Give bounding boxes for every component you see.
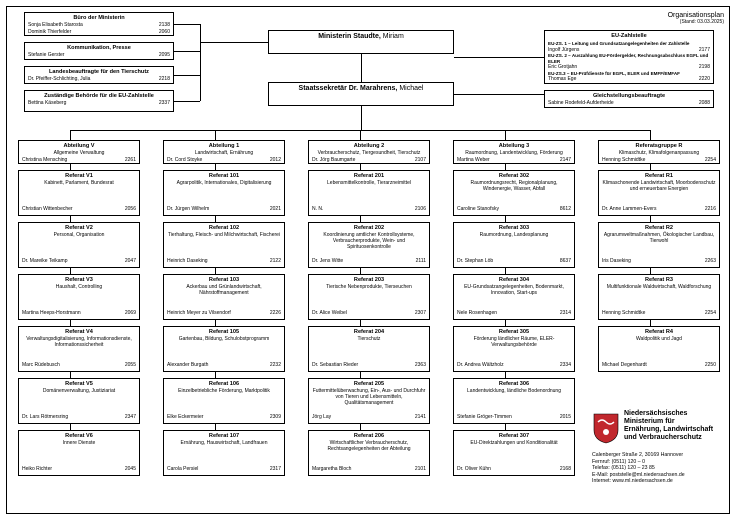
referat-box: Referat 106Einzelbetriebliche Förderung,… (163, 378, 285, 424)
referat-box: Referat 307EU-Direktzahlungen und Kondit… (453, 430, 575, 476)
referat-box: Referat R3Multifunktionale Waldwirtschaf… (598, 274, 720, 320)
staatssekretaer-box: Staatssekretär Dr. Marahrens, Michael (268, 82, 454, 106)
referat-box: Referat 103Ackerbau und Grünlandwirtscha… (163, 274, 285, 320)
minister-title: Ministerin Staudte, Miriam (272, 33, 450, 41)
referat-box: Referat 205Futtermittelüberwachung, Ein-… (308, 378, 430, 424)
ministry-name: NiedersächsischesMinisterium fürErnährun… (624, 410, 724, 442)
referat-box: Referat 303Raumordnung, LandesplanungDr.… (453, 222, 575, 268)
referat-box: Referat 302Raumordnungsrecht, Regionalpl… (453, 170, 575, 216)
dept-header-colR: Referatsgruppe RKlimaschutz, Klimafolgen… (598, 140, 720, 164)
referat-box: Referat 304EU-Grundsatzangelegenheiten, … (453, 274, 575, 320)
kommunikation-box: Kommunikation, Presse Stefanie Gerster20… (24, 42, 174, 60)
referat-box: Referat R4Waldpolitik und JagdMichael De… (598, 326, 720, 372)
kommunikation-title: Kommunikation, Presse (28, 45, 170, 51)
eu-behoerde-title: Zuständige Behörde für die EU-Zahlstelle (28, 93, 170, 99)
gleichstellung-box: Gleichstellungsbeauftragte Sabine Rodefe… (544, 90, 714, 108)
referat-box: Referat 202Koordinierung amtlicher Kontr… (308, 222, 430, 268)
referat-box: Referat V3Haushalt, ControllingMartina H… (18, 274, 140, 320)
tierschutz-beauftragte-box: Landesbeauftragte für den Tierschutz Dr.… (24, 66, 174, 84)
referat-box: Referat 204TierschutzDr. Sebastian Riede… (308, 326, 430, 372)
referat-box: Referat V4Verwaltungsdigitalisierung, In… (18, 326, 140, 372)
referat-box: Referat 105Gartenbau, Bildung, Schulobst… (163, 326, 285, 372)
referat-box: Referat 203Tierische Nebenprodukte, Tier… (308, 274, 430, 320)
tierschutz-beauftragte-title: Landesbeauftragte für den Tierschutz (28, 69, 170, 75)
referat-box: Referat 107Ernährung, Hauswirtschaft, La… (163, 430, 285, 476)
eu-zahlstelle-box: EU-Zahlstelle EU-ZS. 1 – Leitung und Gru… (544, 30, 714, 84)
org-chart-page: Organisationsplan (Stand: 03.03.2025) Mi… (0, 0, 736, 520)
referat-box: Referat V2Personal, OrganisationDr. Mare… (18, 222, 140, 268)
referat-box: Referat R2Agrarumweltmaßnahmen, Ökologis… (598, 222, 720, 268)
dept-header-colV: Abteilung VAllgemeine VerwaltungChristin… (18, 140, 140, 164)
referat-box: Referat 206Wirtschaftlicher Verbrauchers… (308, 430, 430, 476)
referat-box: Referat R1Klimaschonende Landwirtschaft,… (598, 170, 720, 216)
referat-box: Referat V6Innere DiensteHeiko Richter204… (18, 430, 140, 476)
dept-header-col1: Abteilung 1Landwirtschaft, ErnährungDr. … (163, 140, 285, 164)
plan-title: Organisationsplan (Stand: 03.03.2025) (636, 12, 724, 26)
buero-ministerin-title: Büro der Ministerin (28, 15, 170, 21)
referat-box: Referat 305Förderung ländlicher Räume, E… (453, 326, 575, 372)
referat-box: Referat 306Landentwicklung, ländliche Bo… (453, 378, 575, 424)
referat-box: Referat V1Kabinett, Parlament, Bundesrat… (18, 170, 140, 216)
gleichstellung-title: Gleichstellungsbeauftragte (548, 93, 710, 99)
buero-ministerin-box: Büro der Ministerin Sonja Elisabeth Star… (24, 12, 174, 36)
dept-header-col3: Abteilung 3Raumordnung, Landentwicklung,… (453, 140, 575, 164)
eu-behoerde-box: Zuständige Behörde für die EU-Zahlstelle… (24, 90, 174, 112)
footer-web: Internet: www.ml.niedersachsen.de (592, 478, 726, 485)
referat-box: Referat 201Lebensmittelkontrolle, Tierar… (308, 170, 430, 216)
referat-box: Referat V5Domänenverwaltung, Justiziaria… (18, 378, 140, 424)
footer-contact: Calenberger Straße 2, 30169 Hannover Fer… (592, 452, 726, 485)
crest-icon (592, 412, 620, 447)
referat-box: Referat 102Tierhaltung, Fleisch- und Mil… (163, 222, 285, 268)
dept-header-col2: Abteilung 2Verbraucherschutz, Tiergesund… (308, 140, 430, 164)
referat-box: Referat 101Agrarpolitik, Internationales… (163, 170, 285, 216)
minister-box: Ministerin Staudte, Miriam (268, 30, 454, 54)
staatssekretaer-title: Staatssekretär Dr. Marahrens, Michael (272, 85, 450, 93)
plan-date-text: (Stand: 03.03.2025) (636, 20, 724, 26)
eu-zahlstelle-title: EU-Zahlstelle (548, 33, 710, 39)
